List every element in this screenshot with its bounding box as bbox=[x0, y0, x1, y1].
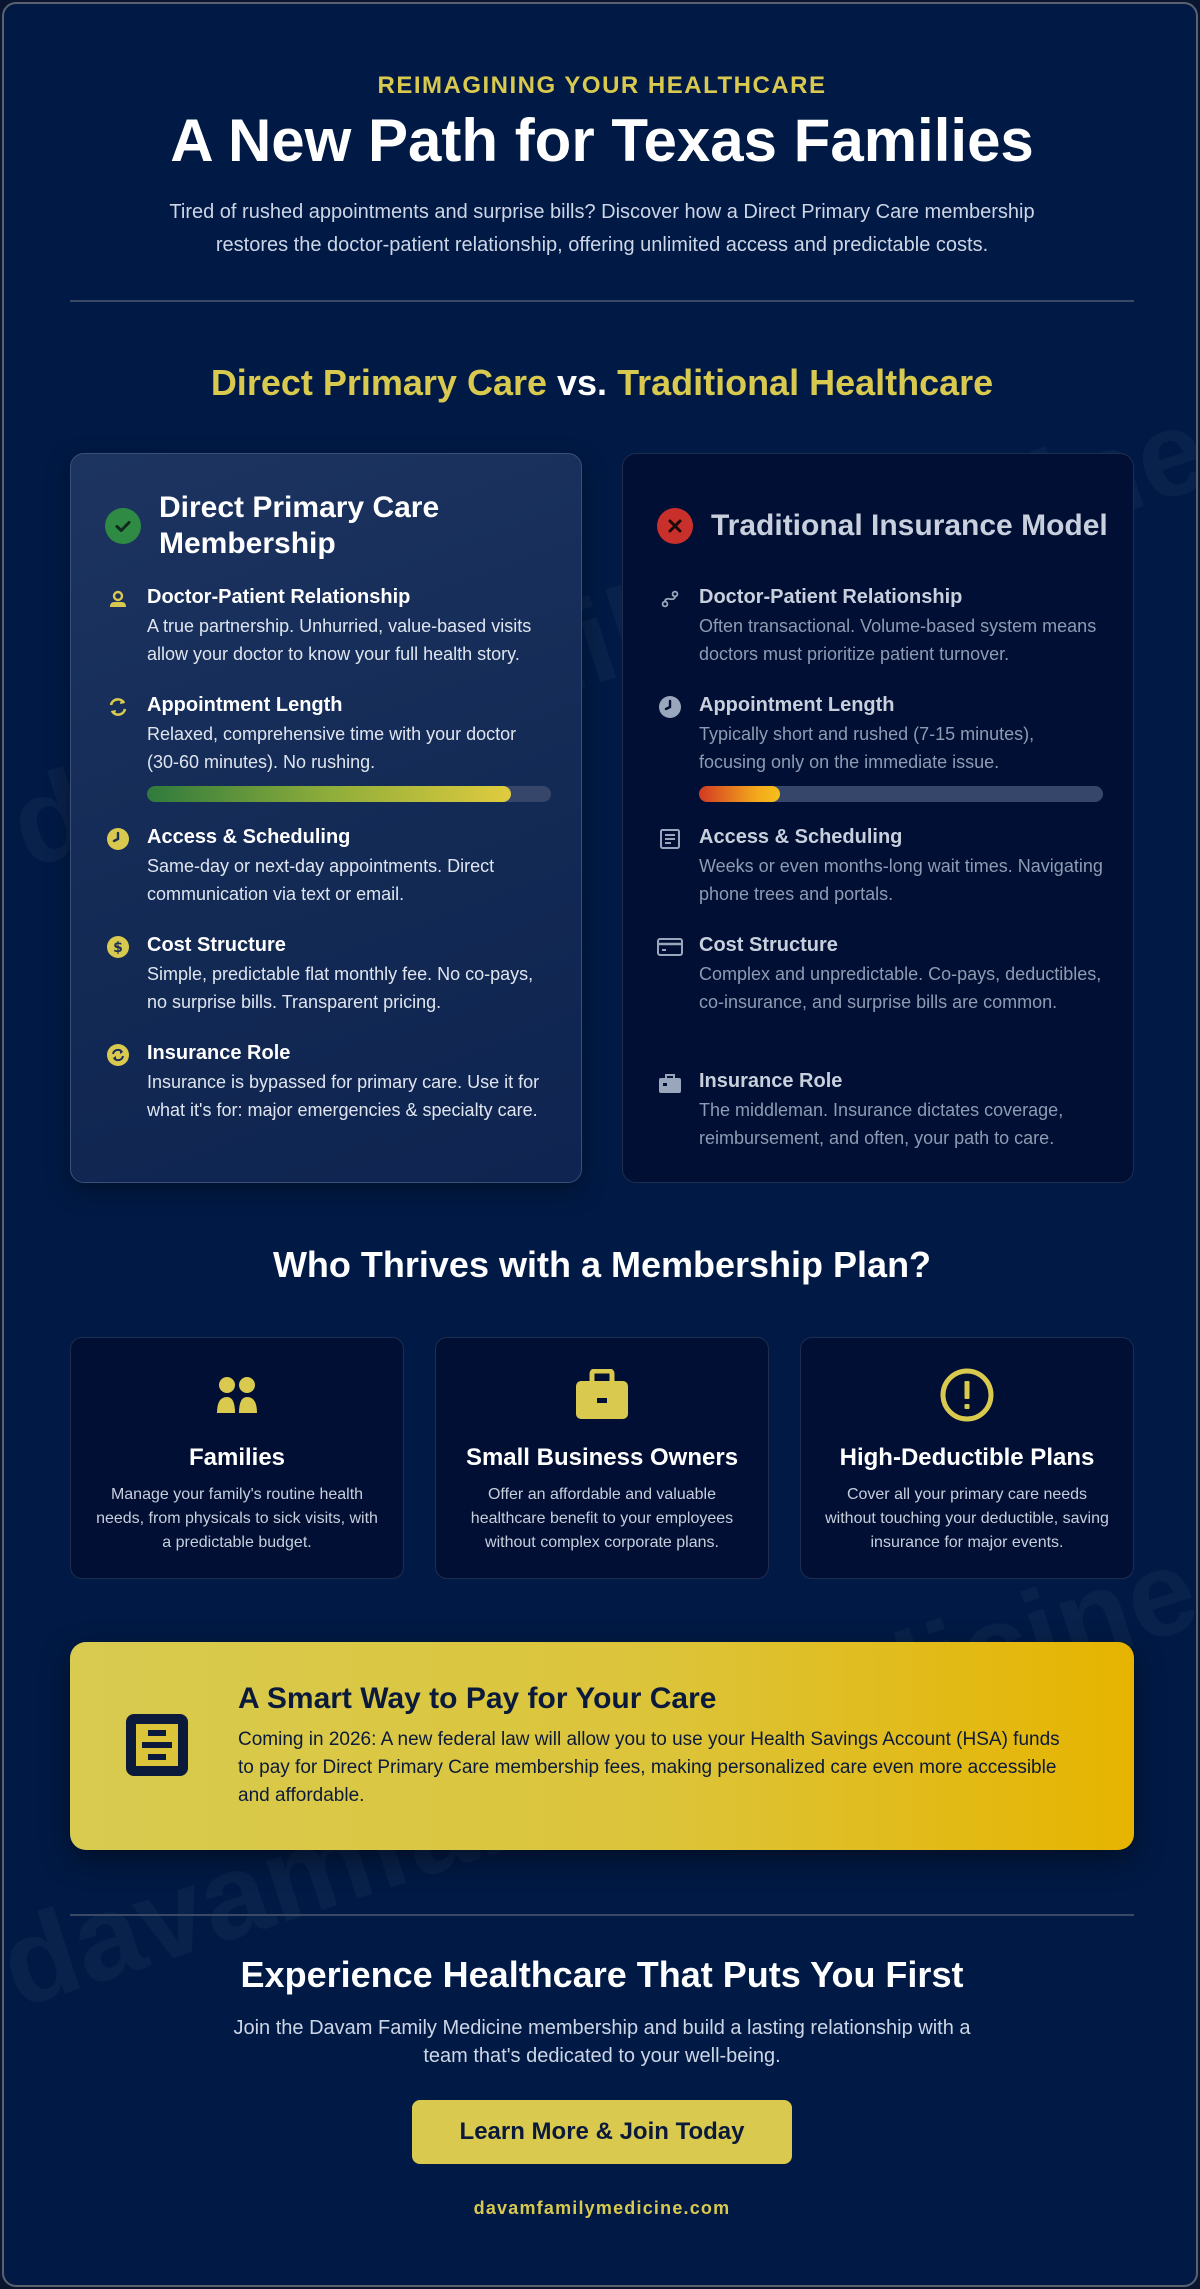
item-title: Insurance Role bbox=[699, 1070, 843, 1092]
credit-card-icon bbox=[657, 934, 683, 960]
refresh-icon bbox=[105, 694, 131, 720]
item-title: Insurance Role bbox=[147, 1042, 291, 1064]
hsa-title: A Smart Way to Pay for Your Care bbox=[238, 1682, 717, 1715]
eyebrow-text: REIMAGINING YOUR HEALTHCARE bbox=[377, 72, 827, 99]
who-card-description: Cover all your primary care needs withou… bbox=[825, 1486, 1109, 1551]
dollar-icon: $ bbox=[105, 934, 131, 960]
user-icon bbox=[105, 586, 131, 612]
item-title: Appointment Length bbox=[147, 694, 343, 716]
item-title: Appointment Length bbox=[699, 694, 895, 716]
traditional-card-title: Traditional Insurance Model bbox=[711, 509, 1108, 542]
item-title: Access & Scheduling bbox=[147, 826, 351, 848]
trad-item-appointment-length: Appointment Length Typically short and r… bbox=[657, 692, 1103, 802]
item-title: Cost Structure bbox=[147, 934, 286, 956]
who-card-families: Families Manage your family's routine he… bbox=[70, 1337, 404, 1579]
who-card-title: Families bbox=[188, 1444, 286, 1471]
item-title: Doctor-Patient Relationship bbox=[147, 586, 411, 608]
traditional-card: Traditional Insurance Model Doctor-Patie… bbox=[622, 453, 1134, 1183]
cycle-icon bbox=[105, 1042, 131, 1068]
item-description: Simple, predictable flat monthly fee. No… bbox=[147, 964, 534, 1012]
dpc-item-appointment-length: Appointment Length Relaxed, comprehensiv… bbox=[105, 692, 551, 802]
item-description: Relaxed, comprehensive time with your do… bbox=[147, 724, 517, 772]
hsa-banner: A Smart Way to Pay for Your Care Coming … bbox=[70, 1642, 1134, 1850]
website-link[interactable]: davamfamilymedicine.com bbox=[473, 2198, 731, 2218]
dpc-card: Direct Primary Care Membership Doctor-Pa… bbox=[70, 453, 582, 1183]
item-description: Weeks or even months-long wait times. Na… bbox=[699, 856, 1103, 904]
item-description: Complex and unpredictable. Co-pays, dedu… bbox=[699, 964, 1102, 1012]
clock-icon bbox=[105, 826, 131, 852]
section-divider bbox=[70, 300, 1134, 302]
who-card-title: High-Deductible Plans bbox=[839, 1444, 1095, 1471]
receipt-icon bbox=[122, 1710, 192, 1780]
trad-item-relationship: Doctor-Patient Relationship Often transa… bbox=[657, 584, 1103, 668]
briefcase-medical-icon bbox=[657, 1070, 683, 1096]
dpc-card-title: Direct Primary Care Membership bbox=[159, 491, 440, 560]
who-card-title: Small Business Owners bbox=[465, 1444, 739, 1471]
item-description: Same-day or next-day appointments. Direc… bbox=[147, 856, 495, 904]
x-circle-icon bbox=[657, 508, 693, 544]
route-icon bbox=[657, 586, 683, 612]
item-title: Doctor-Patient Relationship bbox=[699, 586, 963, 608]
family-icon bbox=[71, 1366, 403, 1424]
comparison-title-vs: vs. bbox=[547, 362, 618, 403]
comparison-title: Direct Primary Care vs. Traditional Heal… bbox=[4, 362, 1196, 404]
briefcase-icon bbox=[436, 1366, 768, 1424]
learn-more-button[interactable]: Learn More & Join Today bbox=[412, 2100, 792, 2164]
section-divider bbox=[70, 1914, 1134, 1916]
comparison-title-traditional: Traditional Healthcare bbox=[617, 362, 994, 403]
item-description: A true partnership. Unhurried, value-bas… bbox=[147, 616, 532, 664]
who-card-description: Manage your family's routine health need… bbox=[96, 1486, 378, 1551]
dpc-item-relationship: Doctor-Patient Relationship A true partn… bbox=[105, 584, 551, 668]
dpc-item-access: Access & Scheduling Same-day or next-day… bbox=[105, 824, 551, 908]
check-circle-icon bbox=[105, 508, 141, 544]
appointment-length-bar-fill bbox=[147, 786, 511, 802]
trad-item-cost: Cost Structure Complex and unpredictable… bbox=[657, 932, 1103, 1016]
clock-icon bbox=[657, 694, 683, 720]
item-description: The middleman. Insurance dictates covera… bbox=[699, 1100, 1064, 1148]
item-description: Often transactional. Volume-based system… bbox=[699, 616, 1097, 664]
who-card-small-business: Small Business Owners Offer an affordabl… bbox=[435, 1337, 769, 1579]
page-subtitle: Tired of rushed appointments and surpris… bbox=[169, 201, 1035, 256]
who-thrives-title: Who Thrives with a Membership Plan? bbox=[272, 1244, 932, 1285]
appointment-length-bar bbox=[147, 786, 551, 802]
appointment-length-bar-fill bbox=[699, 786, 780, 802]
item-description: Typically short and rushed (7-15 minutes… bbox=[699, 724, 1035, 772]
who-card-description: Offer an affordable and valuable healthc… bbox=[470, 1486, 734, 1551]
svg-text:$: $ bbox=[113, 940, 123, 956]
dpc-item-cost: $ Cost Structure Simple, predictable fla… bbox=[105, 932, 551, 1016]
item-title: Access & Scheduling bbox=[699, 826, 903, 848]
appointment-length-bar bbox=[699, 786, 1103, 802]
cta-subtitle: Join the Davam Family Medicine membershi… bbox=[233, 2017, 971, 2067]
item-description: Insurance is bypassed for primary care. … bbox=[147, 1072, 540, 1120]
who-card-high-deductible: High-Deductible Plans Cover all your pri… bbox=[800, 1337, 1134, 1579]
comparison-title-dpc: Direct Primary Care bbox=[210, 362, 547, 403]
cta-title: Experience Healthcare That Puts You Firs… bbox=[240, 1954, 964, 1995]
trad-item-access: Access & Scheduling Weeks or even months… bbox=[657, 824, 1103, 908]
form-icon bbox=[657, 826, 683, 852]
page-title: A New Path for Texas Families bbox=[170, 107, 1034, 174]
hsa-text: Coming in 2026: A new federal law will a… bbox=[238, 1729, 1060, 1806]
item-title: Cost Structure bbox=[699, 934, 838, 956]
dpc-item-insurance: Insurance Role Insurance is bypassed for… bbox=[105, 1040, 551, 1124]
trad-item-insurance: Insurance Role The middleman. Insurance … bbox=[657, 1068, 1103, 1152]
alert-circle-icon bbox=[801, 1366, 1133, 1424]
